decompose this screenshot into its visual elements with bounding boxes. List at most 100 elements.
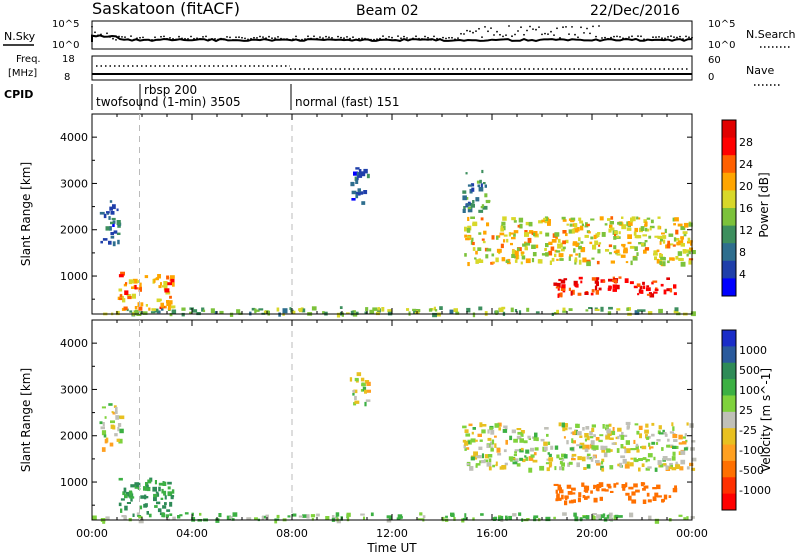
data-cell: [646, 492, 650, 497]
data-cell: [595, 290, 599, 295]
data-cell: [449, 309, 454, 314]
data-cell: [558, 278, 562, 282]
data-cell: [472, 517, 475, 521]
data-cell: [496, 447, 501, 453]
data-cell: [559, 466, 563, 471]
data-cell: [647, 453, 653, 458]
data-cell: [665, 465, 669, 470]
data-cell: [628, 486, 633, 490]
data-cell: [455, 311, 460, 315]
nsearch-point: [199, 38, 201, 40]
data-cell: [594, 445, 599, 450]
data-cell: [118, 438, 123, 444]
data-cell: [109, 226, 112, 231]
nsearch-point: [517, 30, 519, 32]
nsearch-point: [343, 37, 345, 40]
data-cell: [570, 290, 573, 296]
nsearch-point: [469, 30, 471, 33]
data-cell: [657, 460, 662, 465]
colorbar-tick-label: -500: [739, 464, 764, 477]
nsearch-point: [91, 25, 93, 28]
data-cell: [580, 280, 583, 284]
data-cell: [117, 239, 120, 245]
nsearch-point: [304, 38, 306, 40]
data-cell: [527, 237, 532, 243]
data-cell: [108, 403, 113, 406]
data-cell: [520, 447, 524, 451]
data-cell: [648, 292, 652, 296]
colorbar-tick-label: 24: [739, 158, 753, 171]
data-cell: [593, 484, 596, 489]
data-cell: [562, 246, 566, 250]
data-cell: [647, 466, 652, 469]
data-cell: [477, 184, 481, 188]
data-cell: [516, 463, 521, 467]
data-cell: [481, 204, 485, 208]
data-cell: [152, 486, 157, 492]
data-cell: [589, 436, 594, 439]
data-cell: [116, 438, 120, 442]
data-cell: [355, 167, 360, 170]
data-cell: [578, 245, 582, 250]
data-cell: [118, 288, 123, 292]
data-cell: [618, 276, 622, 279]
data-cell: [525, 456, 529, 461]
colorbar-swatch: [722, 379, 736, 396]
data-cell: [625, 421, 631, 425]
data-cell: [667, 438, 670, 442]
nsearch-point: [163, 35, 165, 38]
data-cell: [262, 515, 266, 519]
data-cell: [608, 423, 612, 427]
data-cell: [142, 311, 148, 315]
data-cell: [583, 485, 588, 490]
data-cell: [135, 482, 141, 487]
nsearch-point: [262, 36, 264, 38]
data-cell: [475, 197, 480, 202]
nsearch-point: [679, 35, 681, 38]
data-cell: [581, 247, 586, 252]
data-cell: [683, 447, 688, 451]
data-cell: [503, 239, 506, 243]
nsearch-point: [502, 35, 504, 38]
data-cell: [605, 435, 611, 440]
data-cell: [672, 217, 675, 222]
data-cell: [596, 462, 601, 466]
data-cell: [548, 453, 552, 457]
data-cell: [169, 275, 175, 279]
data-cell: [544, 427, 549, 430]
data-cell: [662, 235, 667, 239]
data-cell: [666, 458, 672, 461]
colorbar-swatch: [722, 172, 736, 191]
colorbar-swatch: [722, 493, 736, 511]
data-cell: [659, 432, 664, 435]
data-cell: [278, 312, 281, 317]
data-cell: [592, 244, 597, 250]
nsearch-point: [172, 38, 174, 40]
data-cell: [111, 217, 116, 221]
data-cell: [112, 204, 116, 210]
data-cell: [638, 242, 642, 245]
data-cell: [472, 312, 476, 318]
data-cell: [480, 217, 484, 221]
data-cell: [157, 274, 161, 279]
nsearch-point: [409, 38, 411, 41]
data-cell: [441, 516, 445, 522]
data-cell: [576, 462, 580, 468]
data-cell: [102, 238, 108, 241]
data-cell: [353, 171, 358, 176]
data-cell: [398, 515, 402, 520]
data-cell: [610, 216, 614, 220]
data-cell: [643, 485, 649, 489]
data-cell: [623, 247, 628, 251]
data-cell: [155, 491, 159, 494]
nsearch-point: [316, 37, 318, 40]
nsearch-point: [313, 35, 315, 38]
nsearch-point: [103, 35, 105, 38]
data-cell: [541, 219, 546, 223]
data-cell: [608, 512, 613, 517]
data-cell: [555, 489, 558, 494]
data-cell: [640, 446, 643, 449]
nsearch-point: [484, 26, 486, 28]
data-cell: [106, 211, 110, 214]
data-cell: [603, 452, 608, 458]
